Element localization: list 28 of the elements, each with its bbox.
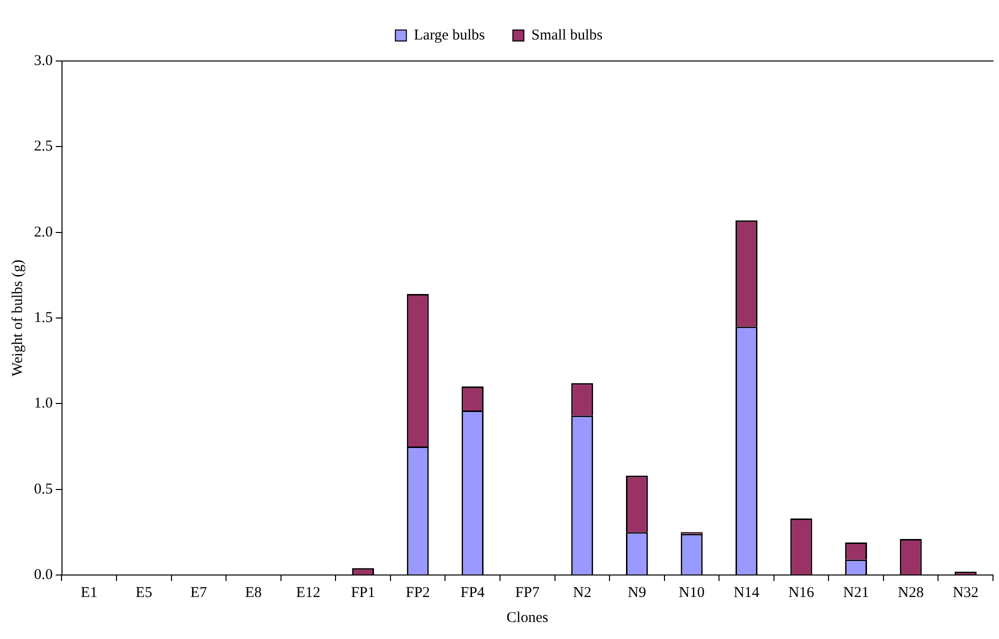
x-tick-label: N10 (678, 584, 705, 601)
x-tick-label: N9 (628, 584, 646, 601)
y-tick-label: 0.5 (34, 481, 53, 498)
y-tick-label: 0.0 (34, 566, 53, 583)
x-tick-label: N2 (572, 584, 592, 601)
x-tick-label: E7 (190, 584, 208, 601)
x-tick-label: N28 (898, 584, 924, 601)
y-axis-title: Weight of bulbs (g) (10, 260, 26, 376)
x-tick-label: E12 (296, 584, 320, 601)
y-tick-label: 3.0 (34, 52, 53, 69)
y-tick-label: 1.0 (34, 396, 53, 412)
y-tick-label: 2.5 (34, 138, 53, 155)
x-tick-label: N32 (952, 584, 979, 601)
x-tick-label: FP4 (460, 584, 486, 601)
legend-label: Large bulbs (414, 27, 486, 44)
x-tick-label: E8 (245, 584, 262, 601)
x-tick-label: E5 (136, 584, 152, 601)
x-tick-label: FP7 (515, 584, 540, 601)
legend-label: Small bulbs (531, 27, 603, 44)
y-tick-label: 1.5 (34, 310, 53, 326)
x-tick-label: E1 (80, 584, 98, 601)
x-tick-label: N14 (734, 584, 760, 601)
x-tick-label: N21 (843, 584, 869, 601)
x-tick-label: FP2 (406, 584, 430, 601)
x-tick-label: N16 (788, 584, 815, 601)
y-tick-label: 2.0 (34, 224, 53, 240)
x-tick-label: FP1 (350, 584, 376, 601)
x-axis-title: Clones (506, 610, 548, 626)
